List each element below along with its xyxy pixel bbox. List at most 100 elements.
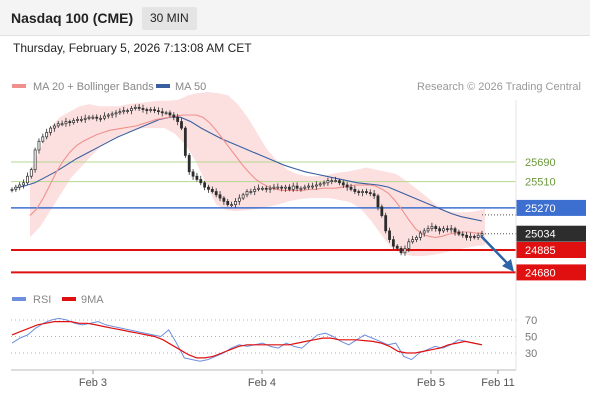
candle <box>176 113 180 126</box>
current-price-label: 25034 <box>525 229 556 241</box>
candle <box>457 229 461 237</box>
candle <box>218 191 222 202</box>
candle <box>106 113 110 119</box>
level-tag-24885 <box>516 242 586 258</box>
candle <box>295 182 299 192</box>
candle <box>149 107 153 113</box>
candle <box>253 186 257 196</box>
credit-text: Research © 2026 Trading Central <box>417 81 581 93</box>
candle <box>338 178 341 186</box>
rsi-tick-50: 50 <box>525 332 537 344</box>
candle <box>168 110 172 118</box>
main-legend: MA 20 + Bollinger Bands MA 50 Research ©… <box>12 81 581 93</box>
candle <box>395 244 399 251</box>
level-labels: 25690 25510 25270 25034 24885 24680 <box>516 157 586 281</box>
candle <box>311 182 314 190</box>
candle <box>449 224 453 233</box>
rsi-ma-legend-swatch <box>62 297 76 301</box>
ma20-line <box>29 114 482 238</box>
candle <box>203 180 207 191</box>
candle <box>261 186 264 191</box>
candle <box>164 110 168 115</box>
x-tick-label: Feb 5 <box>417 377 445 389</box>
candle <box>99 114 103 122</box>
candle <box>14 184 18 192</box>
candle <box>372 189 376 199</box>
candle <box>318 181 322 187</box>
candle <box>56 120 60 128</box>
candle <box>291 182 295 192</box>
candle <box>122 106 126 115</box>
candle <box>145 107 149 115</box>
candle <box>87 115 91 121</box>
candle <box>391 235 395 250</box>
rsi-legend: RSI 9MA <box>12 294 104 306</box>
x-tick-label: Feb 4 <box>248 377 276 389</box>
candle <box>160 107 164 117</box>
candle <box>22 179 25 189</box>
candle <box>45 128 49 140</box>
candle <box>388 227 391 243</box>
rsi-ma-line <box>11 321 483 359</box>
candle <box>245 189 249 198</box>
current-price-tag <box>516 225 586 242</box>
candle <box>264 185 268 193</box>
candle <box>422 228 426 237</box>
candle <box>26 172 29 185</box>
horizontal-levels <box>11 161 516 274</box>
candle <box>380 204 384 218</box>
candle <box>442 225 445 233</box>
x-tick-label: Feb 11 <box>481 377 514 389</box>
ma20-legend-label: MA 20 + Bollinger Bands <box>33 81 154 93</box>
rsi-ma-legend-label: 9MA <box>81 294 104 306</box>
candle <box>415 235 418 243</box>
ma50-legend-label: MA 50 <box>175 81 206 93</box>
candle <box>357 189 361 196</box>
instrument-title: Nasdaq 100 (CME) <box>11 10 134 26</box>
rsi-legend-label: RSI <box>33 294 51 306</box>
candle <box>29 167 33 179</box>
moving-averages <box>13 114 483 238</box>
candle <box>299 186 303 192</box>
candle <box>130 106 133 115</box>
candle <box>153 106 156 114</box>
rsi-lines <box>11 317 483 362</box>
candle <box>64 117 68 127</box>
ma50-legend-swatch <box>156 84 170 88</box>
candle <box>114 109 118 118</box>
candle <box>469 232 472 242</box>
candle <box>434 224 438 232</box>
candle <box>68 119 72 127</box>
candle <box>52 123 56 132</box>
candle <box>214 188 218 198</box>
candle <box>41 133 45 144</box>
candle <box>110 111 114 119</box>
candle <box>95 114 99 122</box>
level-label-25270: 25270 <box>525 203 556 215</box>
level-label-24885: 24885 <box>525 245 556 257</box>
candle <box>461 231 465 238</box>
candle <box>180 117 183 131</box>
candle <box>276 183 280 190</box>
candle <box>314 181 318 190</box>
rsi-tick-30: 30 <box>525 348 537 360</box>
timeframe-badge[interactable]: 30 MIN <box>142 7 197 30</box>
candle <box>426 225 430 233</box>
x-tick-label: Feb 3 <box>79 377 107 389</box>
candle <box>307 183 311 190</box>
candle <box>172 112 176 121</box>
candle <box>79 116 83 123</box>
timestamp: Thursday, February 5, 2026 7:13:08 AM CE… <box>13 41 252 55</box>
candle <box>118 108 122 115</box>
candle <box>210 186 214 194</box>
candle <box>141 104 145 113</box>
candle <box>284 184 287 192</box>
candle <box>453 226 457 236</box>
candle <box>133 104 137 111</box>
candle <box>76 116 79 123</box>
rsi-line <box>11 317 483 362</box>
candle <box>226 198 230 207</box>
level-label-25510: 25510 <box>525 177 556 189</box>
candle <box>368 189 372 197</box>
arrow-shaft <box>480 235 508 264</box>
